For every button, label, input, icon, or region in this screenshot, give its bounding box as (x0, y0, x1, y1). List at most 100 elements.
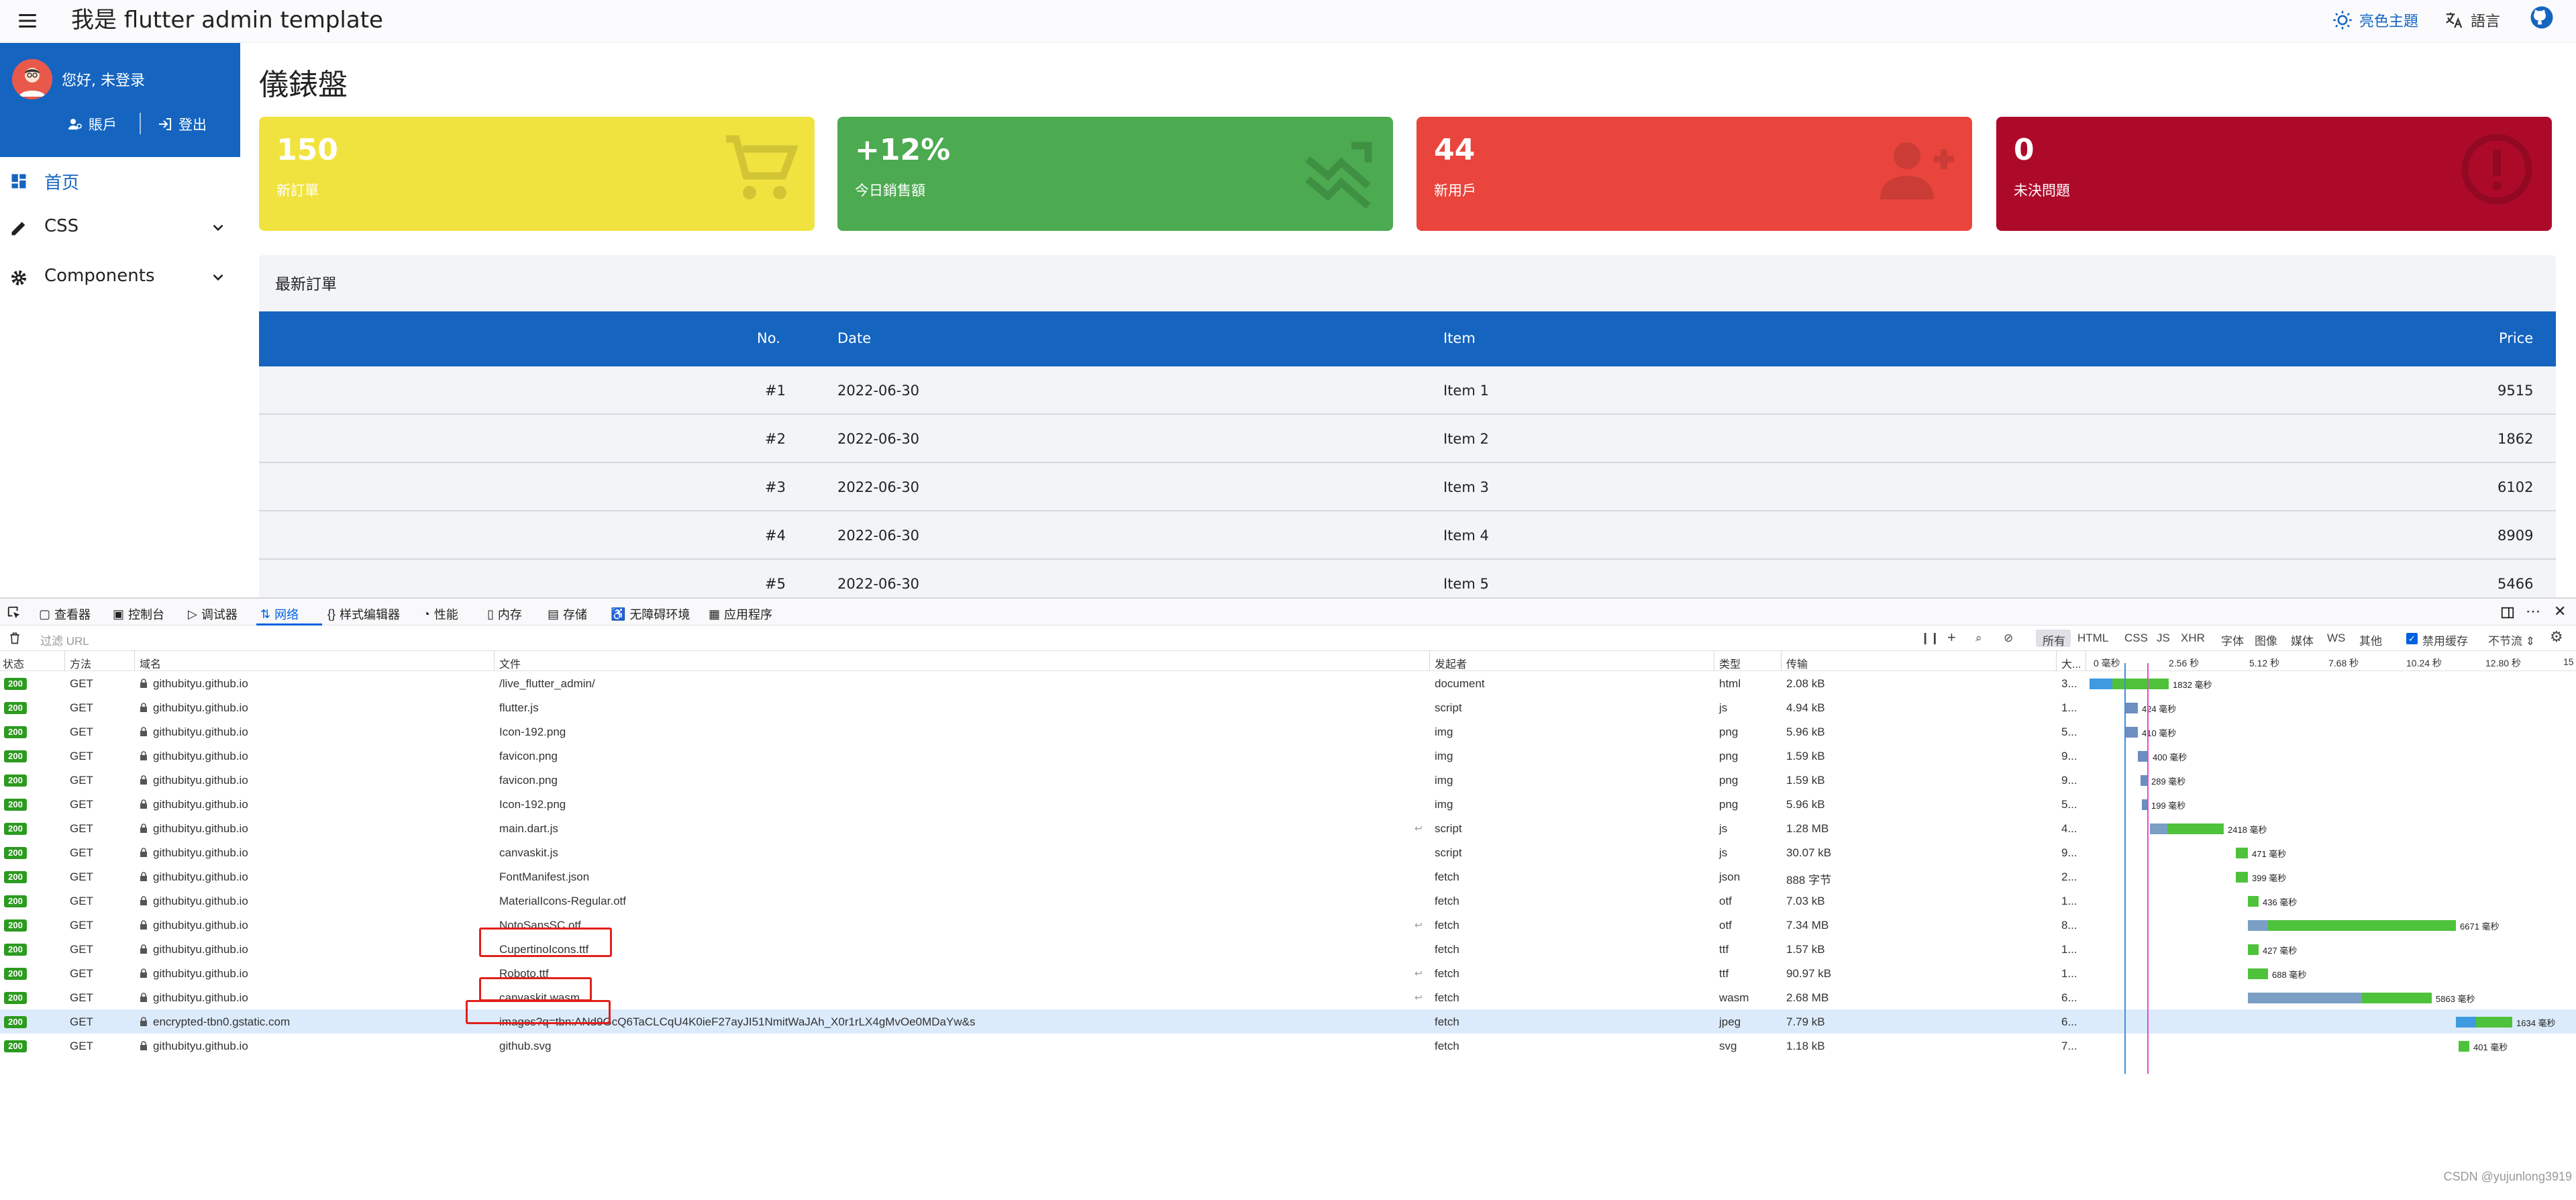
hamburger-menu-icon[interactable] (16, 9, 39, 32)
tab-debugger[interactable]: ▷ 调试器 (188, 605, 238, 623)
column-header-no[interactable]: No. (757, 330, 780, 346)
filter-ws[interactable]: WS (2327, 632, 2346, 644)
request-domain: githubityu.github.io (153, 677, 248, 690)
sidebar-item-components[interactable]: Components (0, 254, 240, 301)
stat-card-new-orders[interactable]: 150 新訂單 (259, 117, 815, 231)
tab-application[interactable]: ▦ 应用程序 (709, 605, 772, 623)
request-row[interactable]: 200 GET githubityu.github.io Icon-192.png im… (0, 719, 2576, 744)
tab-accessibility[interactable]: ♿ 无障碍环境 (611, 605, 690, 623)
settings-gear-icon[interactable]: ⚙ (2550, 628, 2563, 645)
disable-cache-checkbox[interactable]: ✓ (2406, 633, 2418, 644)
logout-button[interactable]: 登出 (157, 114, 207, 134)
element-picker-icon[interactable] (7, 605, 21, 620)
request-row[interactable]: 200 GET githubityu.github.io github.svg fetc… (0, 1034, 2576, 1058)
request-row[interactable]: 200 GET githubityu.github.io/live_flutter_… (0, 671, 2576, 695)
lock-icon (140, 896, 147, 905)
trash-icon[interactable] (8, 632, 21, 645)
request-row[interactable]: 200 GET githubityu.github.io flutter.js scri… (0, 695, 2576, 719)
col-status[interactable]: 状态 (3, 659, 25, 670)
filter-media[interactable]: 媒体 (2291, 635, 2314, 648)
col-size[interactable]: 大... (2061, 659, 2081, 670)
request-row[interactable]: 200 GET githubityu.github.io Roboto.ttf ↩ fet… (0, 961, 2576, 985)
filter-other[interactable]: 其他 (2359, 635, 2382, 648)
filter-html[interactable]: HTML (2077, 632, 2109, 644)
account-button[interactable]: 賬戶 (67, 114, 117, 134)
panel-title: 最新訂單 (275, 276, 337, 293)
request-row[interactable]: 200 GET githubityu.github.io MaterialIcons-… (0, 889, 2576, 913)
tab-memory[interactable]: ▯ 内存 (487, 605, 522, 623)
column-header-date[interactable]: Date (837, 330, 872, 346)
dock-icon[interactable] (2500, 605, 2515, 620)
disable-cache-label: 禁用缓存 (2422, 635, 2468, 648)
table-row[interactable]: #1 2022-06-30 Item 1 9515 (259, 366, 2556, 415)
status-badge: 200 (4, 750, 27, 762)
waterfall-receive (2362, 993, 2432, 1003)
tab-style-editor[interactable]: {} 样式编辑器 (327, 605, 400, 623)
request-row[interactable]: 200 GET githubityu.github.io favicon.png img… (0, 768, 2576, 792)
column-header-item[interactable]: Item (1443, 330, 1476, 346)
request-size: 3... (2061, 677, 2077, 690)
stat-card-new-users[interactable]: 44 新用戶 (1416, 117, 1972, 231)
col-initiator[interactable]: 发起者 (1435, 659, 1467, 670)
tab-performance[interactable]: ◔ 性能 (423, 605, 458, 623)
lock-icon (140, 848, 147, 857)
timeline-tick: 15 (2563, 656, 2574, 667)
throttle-select[interactable]: 不节流 ⇕ (2488, 635, 2535, 648)
table-row[interactable]: #5 2022-06-30 Item 5 5466 (259, 560, 2556, 597)
request-timing: 6671 毫秒 (2460, 921, 2500, 932)
filter-url-input[interactable]: 过滤 URL (40, 635, 89, 648)
search-icon[interactable]: ⌕ (1975, 632, 1982, 644)
request-row[interactable]: 200 GET encrypted-tbn0.gstatic.com images?q… (0, 1009, 2576, 1034)
col-domain[interactable]: 域名 (140, 659, 162, 670)
request-row[interactable]: 200 GET githubityu.github.io CupertinoIcons… (0, 937, 2576, 961)
language-button[interactable]: 語言 (2444, 5, 2500, 35)
request-size: 9... (2061, 846, 2077, 859)
tab-storage[interactable]: ▤ 存储 (548, 605, 587, 623)
filter-fonts[interactable]: 字体 (2221, 635, 2244, 648)
col-type[interactable]: 类型 (1719, 659, 1741, 670)
lock-icon (140, 968, 147, 978)
async-icon: ↩ (1414, 992, 1423, 1003)
filter-xhr[interactable]: XHR (2181, 632, 2205, 644)
filter-js[interactable]: JS (2157, 632, 2170, 644)
tab-label: 调试器 (201, 608, 238, 621)
filter-images[interactable]: 图像 (2255, 635, 2277, 648)
theme-toggle-button[interactable]: 亮色主題 (2332, 5, 2418, 35)
table-row[interactable]: #3 2022-06-30 Item 3 6102 (259, 463, 2556, 511)
column-separator (494, 651, 495, 671)
filter-css[interactable]: CSS (2124, 632, 2148, 644)
close-icon[interactable]: ✕ (2554, 603, 2567, 619)
block-icon[interactable]: ⊘ (2004, 632, 2014, 644)
request-transfer: 5.96 kB (1786, 798, 1825, 811)
request-method: GET (70, 895, 93, 907)
request-row[interactable]: 200 GET githubityu.github.io canvaskit.wasm… (0, 985, 2576, 1009)
request-row[interactable]: 200 GET githubityu.github.io canvaskit.js sc… (0, 840, 2576, 864)
sidebar-item-home[interactable]: 首页 (0, 157, 240, 204)
request-row[interactable]: 200 GET githubityu.github.io NotoSansSC.otf… (0, 913, 2576, 937)
col-transfer[interactable]: 传输 (1786, 659, 1808, 670)
network-filter-bar: 过滤 URL ❙❙ + ⌕ ⊘ 所有 HTML CSS JS XHR 字体 图像… (0, 626, 2576, 651)
timeline-tick: 2.56 秒 (2169, 658, 2200, 668)
waterfall-receive (2141, 775, 2147, 786)
request-row[interactable]: 200 GET githubityu.github.io Icon-192.png im… (0, 792, 2576, 816)
tab-inspector[interactable]: ▢ 查看器 (39, 605, 91, 623)
sidebar-item-css[interactable]: CSS (0, 204, 240, 251)
stat-card-sales[interactable]: +12% 今日銷售額 (837, 117, 1393, 231)
request-row[interactable]: 200 GET githubityu.github.io main.dart.js ↩ s… (0, 816, 2576, 840)
github-icon[interactable] (2530, 5, 2554, 30)
tab-network[interactable]: ⇅ 网络 (260, 605, 299, 623)
col-file[interactable]: 文件 (499, 659, 521, 670)
filter-all[interactable]: 所有 (2043, 635, 2065, 648)
lock-icon (140, 775, 147, 785)
stat-card-open-issues[interactable]: 0 未決問題 (1996, 117, 2552, 231)
add-icon[interactable]: + (1947, 629, 1956, 646)
request-row[interactable]: 200 GET githubityu.github.io FontManifest.j… (0, 864, 2576, 889)
tab-console[interactable]: ▣ 控制台 (113, 605, 164, 623)
more-options-icon[interactable]: ⋯ (2526, 603, 2540, 619)
col-method[interactable]: 方法 (70, 659, 92, 670)
table-row[interactable]: #2 2022-06-30 Item 2 1862 (259, 415, 2556, 463)
request-row[interactable]: 200 GET githubityu.github.io favicon.png img… (0, 744, 2576, 768)
pause-icon[interactable]: ❙❙ (1920, 632, 1940, 644)
table-row[interactable]: #4 2022-06-30 Item 4 8909 (259, 511, 2556, 560)
column-header-price[interactable]: Price (2499, 330, 2534, 346)
